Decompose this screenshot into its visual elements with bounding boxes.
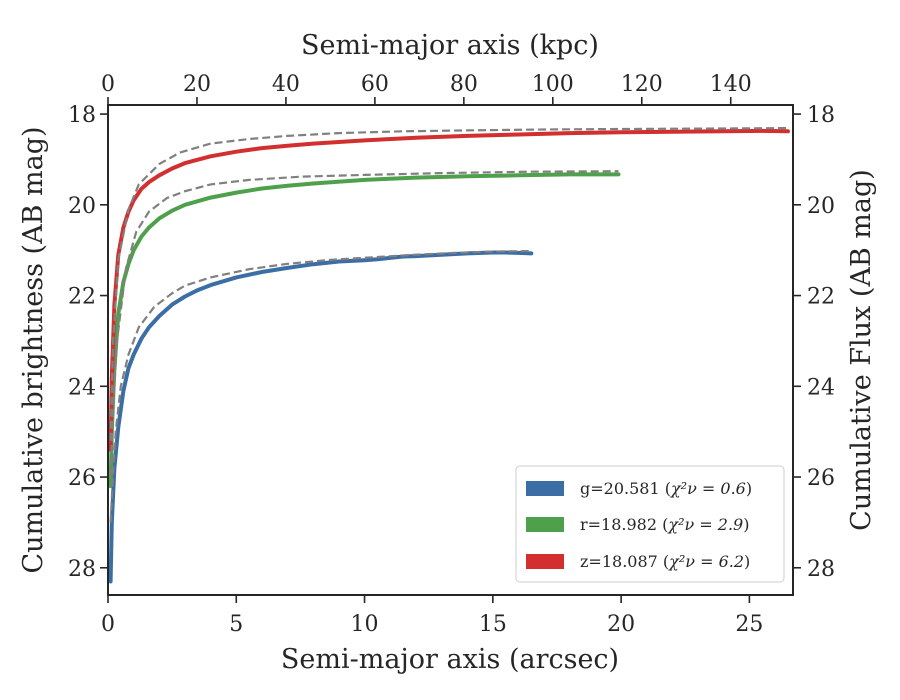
x2-tick-label: 40 <box>272 72 300 97</box>
y2-tick-label: 24 <box>807 375 835 400</box>
x2-axis-title: Semi-major axis (kpc) <box>301 30 599 61</box>
x-axis-title: Semi-major axis (arcsec) <box>281 644 619 675</box>
x-tick-label: 15 <box>479 612 507 637</box>
x2-tick-label: 120 <box>621 72 663 97</box>
series-line-g <box>108 250 534 584</box>
y2-tick-label: 20 <box>807 194 835 219</box>
x2-tick-label: 140 <box>710 72 752 97</box>
x2-tick-label: 100 <box>532 72 574 97</box>
y-tick-label: 26 <box>68 466 96 491</box>
ticks-layer: 0 5 10 15 20 25 0 20 40 60 80 100 120 140 18 18 20 20 22 22… <box>68 72 835 637</box>
y-tick-label: 24 <box>68 375 96 400</box>
legend-label-r: r=18.982 (χ²ν = 2.9) <box>580 515 749 534</box>
series-line-z <box>108 128 790 452</box>
x2-tick-label: 20 <box>183 72 211 97</box>
y2-tick-label: 18 <box>807 103 835 128</box>
y-tick-label: 28 <box>68 557 96 582</box>
y2-tick-label: 26 <box>807 466 835 491</box>
x2-tick-label: 80 <box>450 72 478 97</box>
y-tick-label: 22 <box>68 285 96 310</box>
x-tick-label: 10 <box>351 612 379 637</box>
x2-tick-label: 60 <box>361 72 389 97</box>
model-curve-z <box>109 127 788 441</box>
legend-swatch-r <box>526 517 564 532</box>
legend-swatch-z <box>526 554 564 569</box>
x-tick-label: 20 <box>607 612 635 637</box>
x-tick-label: 0 <box>101 612 115 637</box>
y-axis-title: Cumulative brightness (AB mag) <box>18 126 49 573</box>
model-curve-g <box>109 250 532 523</box>
legend-label-g: g=20.581 (χ²ν = 0.6) <box>580 479 752 498</box>
model-curve-r <box>109 170 619 478</box>
series-layer <box>108 127 790 584</box>
y-tick-label: 20 <box>68 194 96 219</box>
x2-tick-label: 0 <box>101 72 115 97</box>
plot-frame <box>107 104 794 596</box>
legend-label-z: z=18.087 (χ²ν = 6.2) <box>580 552 750 571</box>
y-tick-label: 18 <box>68 103 96 128</box>
legend-frame <box>515 465 785 583</box>
legend: g=20.581 (χ²ν = 0.6) r=18.982 (χ²ν = 2.9… <box>515 465 785 583</box>
legend-swatch-g <box>526 481 564 496</box>
series-line-r <box>108 172 621 489</box>
y2-tick-label: 22 <box>807 285 835 310</box>
x-tick-label: 25 <box>735 612 763 637</box>
x-tick-label: 5 <box>229 612 243 637</box>
y2-tick-label: 28 <box>807 557 835 582</box>
y2-axis-title: Cumulative Flux (AB mag) <box>846 169 877 531</box>
